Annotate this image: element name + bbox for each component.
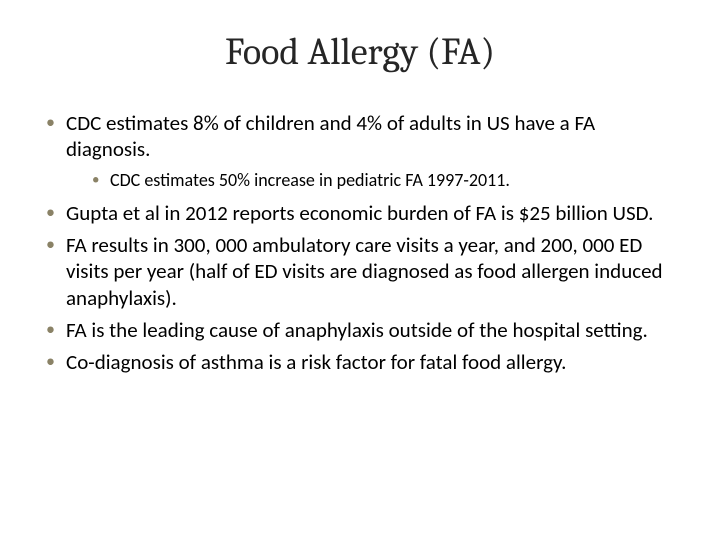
slide-container: Food Allergy (FA) CDC estimates 8% of ch…: [0, 0, 720, 540]
page-title: Food Allergy (FA): [42, 30, 678, 74]
bullet-text: CDC estimates 50% increase in pediatric …: [110, 169, 510, 191]
list-item: Co-diagnosis of asthma is a risk factor …: [42, 349, 678, 375]
sub-bullet-list: CDC estimates 50% increase in pediatric …: [66, 169, 678, 192]
list-item: Gupta et al in 2012 reports economic bur…: [42, 200, 678, 226]
bullet-text: FA is the leading cause of anaphylaxis o…: [66, 317, 648, 343]
bullet-text: Co-diagnosis of asthma is a risk factor …: [66, 349, 566, 375]
list-item: FA is the leading cause of anaphylaxis o…: [42, 317, 678, 343]
bullet-text: CDC estimates 8% of children and 4% of a…: [66, 110, 595, 162]
list-item: CDC estimates 50% increase in pediatric …: [90, 169, 678, 192]
list-item: FA results in 300, 000 ambulatory care v…: [42, 232, 678, 311]
bullet-text: Gupta et al in 2012 reports economic bur…: [66, 200, 653, 226]
bullet-text: FA results in 300, 000 ambulatory care v…: [66, 232, 663, 311]
list-item: CDC estimates 8% of children and 4% of a…: [42, 110, 678, 192]
bullet-list: CDC estimates 8% of children and 4% of a…: [42, 110, 678, 375]
